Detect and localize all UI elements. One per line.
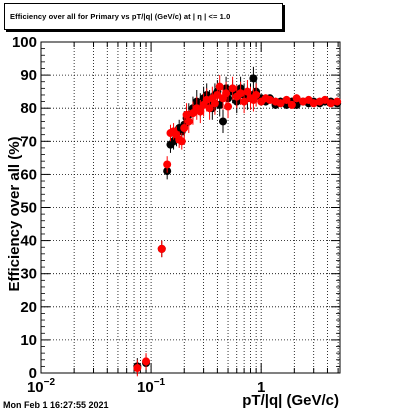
y-tick-label: 40 <box>20 233 37 250</box>
y-tick-label: 80 <box>20 100 37 117</box>
red-data-point <box>184 117 193 126</box>
x-tick-label: 10−2 <box>27 377 56 396</box>
red-data-point <box>287 100 296 109</box>
red-data-point <box>196 107 205 116</box>
red-data-point <box>282 95 291 104</box>
y-tick-label: 0 <box>29 365 37 382</box>
grid-layer <box>41 42 340 373</box>
y-tick-label: 90 <box>20 67 37 84</box>
red-data-point <box>333 97 342 106</box>
black-data-point <box>218 117 227 126</box>
x-tick-label: 1 <box>257 379 265 396</box>
red-data-point <box>326 99 335 108</box>
red-data-point <box>252 90 261 99</box>
red-data-point <box>292 94 301 103</box>
x-tick-label: 10−1 <box>137 377 166 396</box>
x-axis-title: pT/|q| (GeV/c) <box>242 392 339 409</box>
chart-title-box: Efficiency over all for Primary vs pT/|q… <box>4 3 283 30</box>
red-data-point <box>236 89 245 98</box>
red-data-point <box>224 102 233 111</box>
y-tick-label: 20 <box>20 299 37 316</box>
y-tick-label: 50 <box>20 200 37 217</box>
red-data-point <box>243 87 252 96</box>
red-data-point <box>228 84 237 93</box>
y-tick-label: 100 <box>12 34 37 51</box>
y-tick-label: 70 <box>20 133 37 150</box>
red-data-point <box>157 244 166 253</box>
red-data-point <box>205 104 214 113</box>
chart-title: Efficiency over all for Primary vs pT/|q… <box>10 12 231 21</box>
red-data-point <box>215 82 224 91</box>
timestamp-footer: Mon Feb 1 16:27:55 2021 <box>3 400 109 410</box>
y-tick-label: 60 <box>20 166 37 183</box>
red-data-point <box>222 89 231 98</box>
red-data-point <box>240 97 249 106</box>
data-points-layer <box>133 66 342 377</box>
red-data-point <box>133 364 142 373</box>
axes-layer: 0 10 20 30 40 50 60 70 80 90 100 10−2 10−1 1 <box>12 34 341 396</box>
y-tick-label: 10 <box>20 332 37 349</box>
plot-frame <box>40 41 341 374</box>
y-tick-label: 30 <box>20 266 37 283</box>
y-axis-title: Efficiency over all (%) <box>6 136 23 291</box>
black-data-point <box>249 74 258 83</box>
red-data-point <box>142 357 151 366</box>
red-data-point <box>163 160 172 169</box>
red-data-point <box>276 99 285 108</box>
red-data-point <box>321 95 330 104</box>
